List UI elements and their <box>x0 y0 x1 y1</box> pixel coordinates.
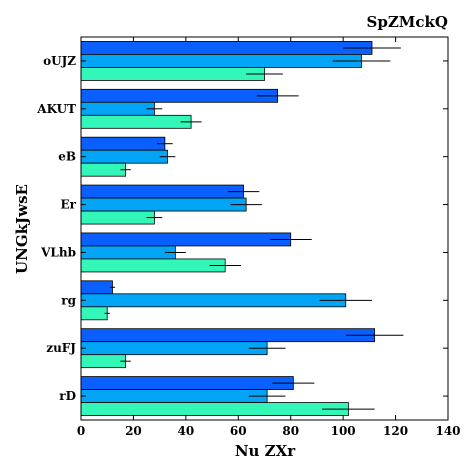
y-tick-label: zuFJ <box>46 341 76 355</box>
bar-zuFJ-series-3 <box>80 354 126 369</box>
bar-rg-series-3 <box>80 306 108 321</box>
x-tick-label: 20 <box>125 424 142 438</box>
bar-oUJZ-series-2 <box>80 54 362 68</box>
y-tick-label: AKUT <box>36 102 76 116</box>
bar-Er-series-2 <box>80 197 247 212</box>
x-tick-label: 140 <box>435 424 460 438</box>
bar-VLhb-series-1 <box>80 232 292 247</box>
x-tick-label: 80 <box>282 424 299 438</box>
bar-Er-series-3 <box>80 210 155 225</box>
bar-rD-series-2 <box>80 389 268 403</box>
y-axis-label: UNGkJwsE <box>13 184 31 274</box>
bar-Er-series-1 <box>80 184 244 199</box>
axis-ticks-layer: oUJZ AKUT eB Er VLhb rg zuFJ rD 0 20 40 60 80 100 120 1… <box>36 37 461 438</box>
bar-rD-series-3 <box>80 402 349 416</box>
bar-oUJZ-series-3 <box>80 67 265 81</box>
x-tick-label: 0 <box>77 424 85 438</box>
chart-title: SpZMckQ <box>367 13 448 31</box>
y-tick-label: eB <box>58 150 76 164</box>
error-bars-layer <box>104 47 404 410</box>
bar-VLhb-series-3 <box>80 258 226 273</box>
x-axis-label: Nu ZXr <box>235 442 296 460</box>
x-tick-label: 100 <box>331 424 356 438</box>
bar-rD-series-1 <box>80 376 294 390</box>
y-tick-label: oUJZ <box>43 54 76 68</box>
y-tick-label: VLhb <box>40 245 76 259</box>
bar-VLhb-series-2 <box>80 245 176 260</box>
y-tick-label: rD <box>59 389 76 403</box>
bars-layer <box>80 41 376 416</box>
x-tick-label: 60 <box>230 424 247 438</box>
y-tick-label: Er <box>61 198 77 212</box>
y-tick-label: rg <box>61 293 76 307</box>
bar-rg-series-2 <box>80 293 347 308</box>
bar-eB-series-1 <box>80 136 166 151</box>
bar-rg-series-1 <box>80 280 113 295</box>
bar-zuFJ-series-1 <box>80 328 376 343</box>
x-tick-label: 40 <box>178 424 195 438</box>
bar-zuFJ-series-2 <box>80 341 268 356</box>
bar-AKUT-series-3 <box>80 114 192 129</box>
bar-eB-series-2 <box>80 149 168 164</box>
plot-frame <box>80 36 449 421</box>
bar-AKUT-series-2 <box>80 101 155 116</box>
bar-oUJZ-series-1 <box>80 41 373 55</box>
bar-AKUT-series-1 <box>80 88 279 103</box>
bar-eB-series-3 <box>80 162 126 177</box>
x-tick-label: 120 <box>383 424 408 438</box>
